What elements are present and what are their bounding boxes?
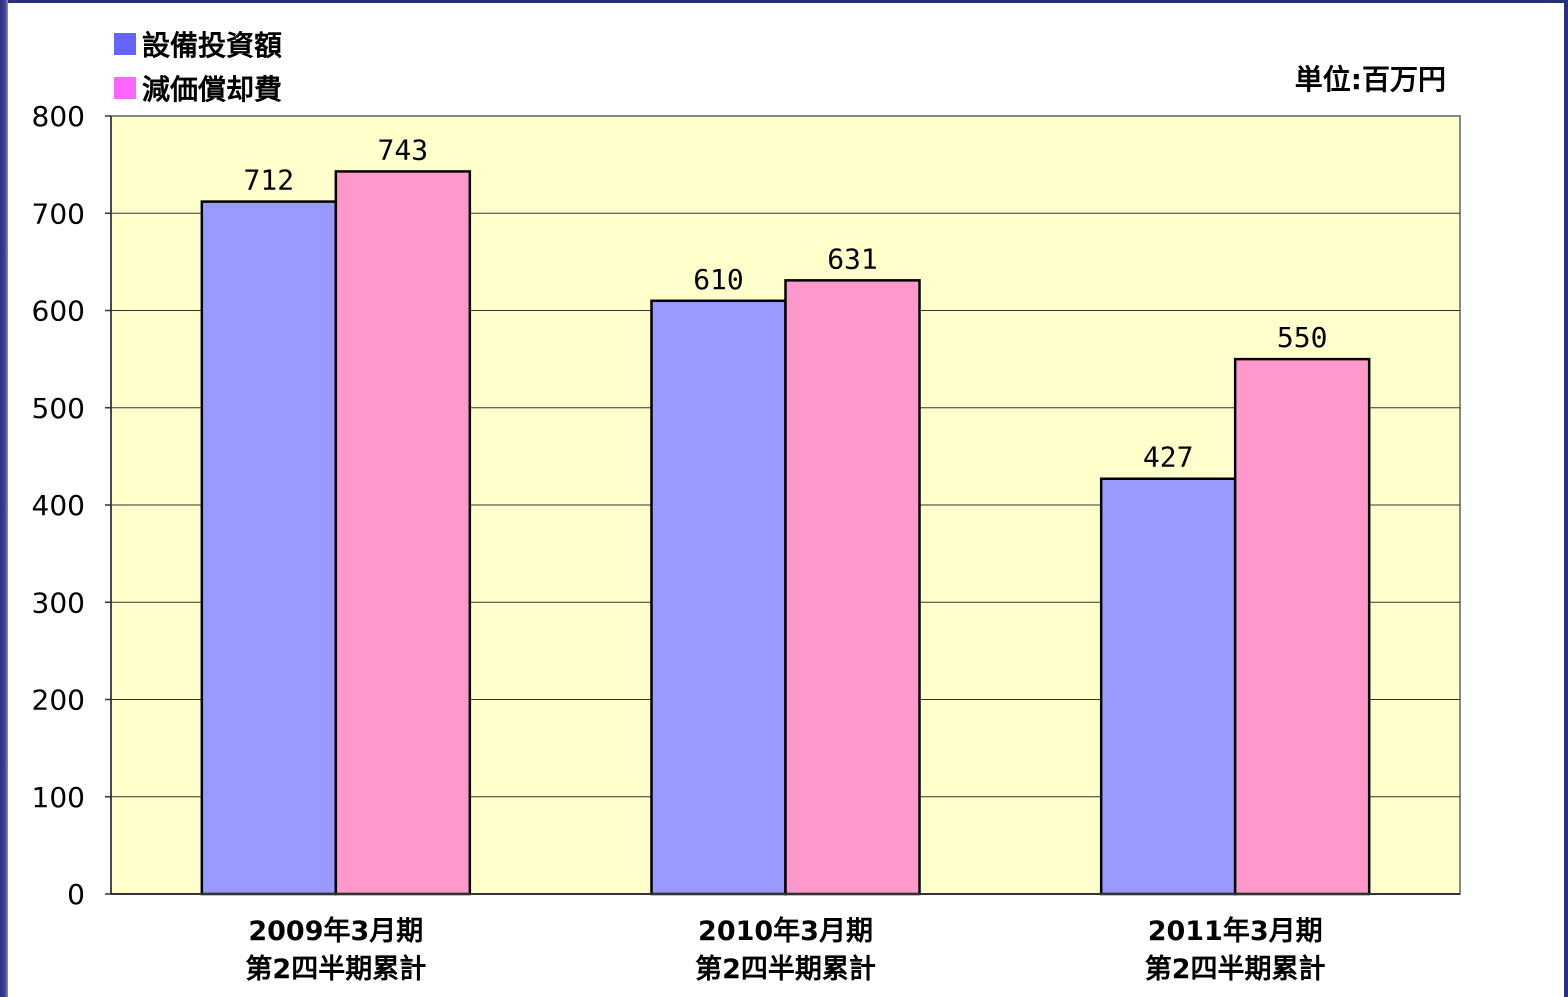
data-label-depreciation-2: 550 bbox=[1277, 321, 1328, 354]
data-label-capex-2: 427 bbox=[1143, 441, 1194, 474]
legend-swatch-depreciation bbox=[114, 77, 136, 99]
data-label-capex-0: 712 bbox=[244, 164, 295, 197]
bar-depreciation-1 bbox=[784, 279, 921, 896]
y-tick-label-200: 200 bbox=[32, 684, 85, 717]
x-tick-label-2-line-1: 第2四半期累計 bbox=[1145, 953, 1326, 985]
y-tick-label-500: 500 bbox=[32, 392, 85, 425]
y-tick-label-700: 700 bbox=[32, 197, 85, 230]
window-frame-left bbox=[0, 0, 8, 997]
x-tick-label-2-line-0: 2011年3月期 bbox=[1148, 915, 1323, 947]
legend-item-capex: 設備投資額 bbox=[114, 22, 282, 66]
bar-capex-2 bbox=[1099, 477, 1237, 896]
legend-item-depreciation: 減価償却費 bbox=[114, 66, 282, 110]
unit-label: 単位:百万円 bbox=[1294, 63, 1446, 96]
legend-swatch-capex bbox=[114, 33, 136, 55]
y-tick-label-100: 100 bbox=[32, 781, 85, 814]
legend-label-depreciation: 減価償却費 bbox=[142, 73, 283, 106]
window-frame-right bbox=[1564, 0, 1568, 997]
data-label-capex-1: 610 bbox=[693, 263, 744, 296]
y-tick-label-0: 0 bbox=[67, 878, 85, 911]
y-tick-label-800: 800 bbox=[32, 100, 85, 133]
x-tick-label-0-line-0: 2009年3月期 bbox=[248, 915, 423, 947]
x-tick-label-0-line-1: 第2四半期累計 bbox=[245, 953, 426, 985]
y-tick-label-300: 300 bbox=[32, 586, 85, 619]
x-tick-label-1-line-1: 第2四半期累計 bbox=[695, 953, 876, 985]
bar-capex-0 bbox=[200, 200, 338, 896]
x-tick-label-1-line-0: 2010年3月期 bbox=[698, 915, 873, 947]
data-label-depreciation-1: 631 bbox=[827, 242, 878, 275]
bar-capex-1 bbox=[650, 299, 787, 896]
y-tick-label-400: 400 bbox=[32, 489, 85, 522]
data-label-depreciation-0: 743 bbox=[378, 133, 429, 166]
legend-label-capex: 設備投資額 bbox=[142, 29, 283, 62]
bar-depreciation-0 bbox=[334, 170, 472, 896]
y-tick-label-600: 600 bbox=[32, 295, 85, 328]
chart-legend: 設備投資額 減価償却費 bbox=[114, 22, 282, 110]
window-frame-top bbox=[0, 0, 1568, 3]
bar-depreciation-2 bbox=[1233, 357, 1371, 896]
